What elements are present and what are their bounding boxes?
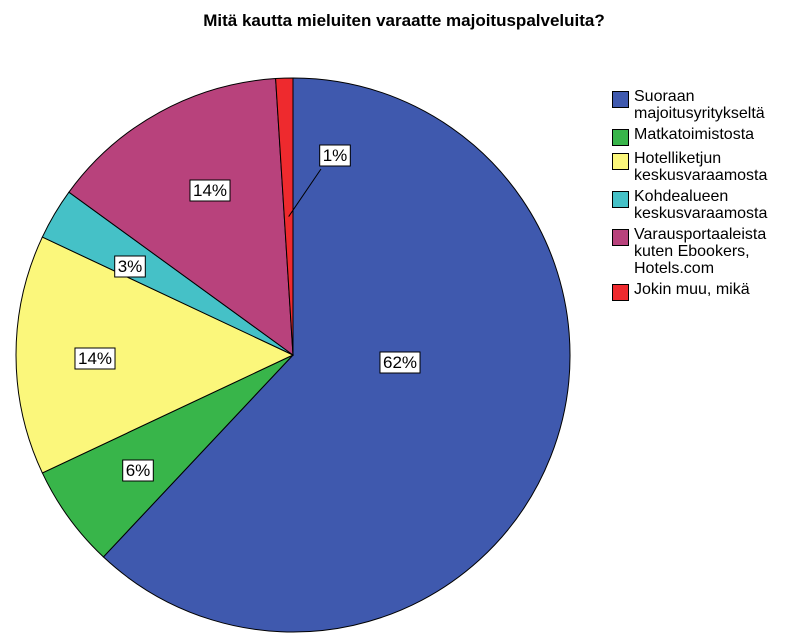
chart-title: Mitä kautta mieluiten varaatte majoitusp… xyxy=(203,11,605,30)
data-label-box xyxy=(189,179,231,202)
legend-label: Suoraan majoitusyritykseltä xyxy=(634,88,765,122)
data-label: 6% xyxy=(122,459,154,482)
legend-item: Kohdealueen keskusvaraamosta xyxy=(612,188,808,222)
data-label-box xyxy=(379,351,421,374)
legend-swatch xyxy=(612,191,629,208)
legend-swatch xyxy=(612,284,629,301)
pie-slice xyxy=(275,77,294,356)
data-label-text: 1% xyxy=(323,146,348,165)
legend-swatch xyxy=(612,91,629,108)
data-label-text: 14% xyxy=(193,181,227,200)
legend: Suoraan majoitusyritykseltä Matkatoimisto… xyxy=(612,88,808,305)
legend-item: Varausportaaleista kuten Ebookers, Hotel… xyxy=(612,226,808,277)
pie-slice xyxy=(102,77,571,633)
data-label: 3% xyxy=(114,255,146,278)
pie-slice xyxy=(68,78,294,357)
legend-item: Hotelliketjun keskusvaraamosta xyxy=(612,150,808,184)
data-label: 62% xyxy=(379,351,421,374)
legend-swatch xyxy=(612,229,629,246)
legend-label: Kohdealueen keskusvaraamosta xyxy=(634,188,768,222)
leader-line xyxy=(288,168,322,217)
legend-label: Varausportaaleista kuten Ebookers, Hotel… xyxy=(634,226,767,277)
legend-item: Suoraan majoitusyritykseltä xyxy=(612,88,808,122)
data-label-box xyxy=(319,144,351,167)
data-label-text: 62% xyxy=(383,353,417,372)
data-label: 14% xyxy=(189,179,231,202)
data-label-box xyxy=(74,347,116,370)
data-label: 1% xyxy=(319,144,351,167)
legend-label: Matkatoimistosta xyxy=(634,126,755,143)
pie-slice xyxy=(15,236,295,474)
legend-label: Jokin muu, mikä xyxy=(634,281,750,298)
legend-swatch xyxy=(612,153,629,170)
data-label-text: 14% xyxy=(78,349,112,368)
data-label-box xyxy=(114,255,146,278)
data-label: 14% xyxy=(74,347,116,370)
data-label-text: 3% xyxy=(118,257,143,276)
legend-item: Matkatoimistosta xyxy=(612,126,808,146)
data-label-text: 6% xyxy=(126,461,151,480)
legend-item: Jokin muu, mikä xyxy=(612,281,808,301)
legend-label: Hotelliketjun keskusvaraamosta xyxy=(634,150,768,184)
legend-swatch xyxy=(612,129,629,146)
data-label-box xyxy=(122,459,154,482)
